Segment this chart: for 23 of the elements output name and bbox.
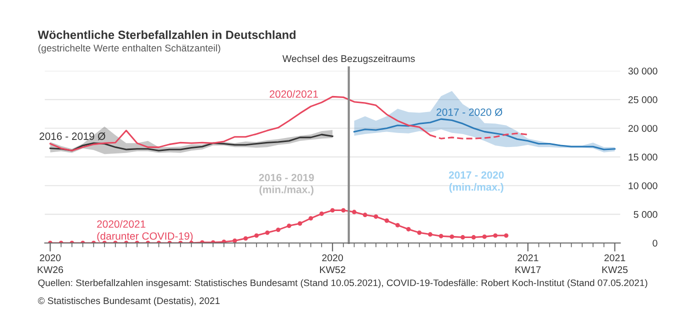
y-tick-label: 0 [652, 240, 658, 247]
y-tick-label: 25 000 [628, 96, 658, 104]
x-tick-label: 2021 KW17 [515, 254, 541, 274]
text: Wechsel des Bezugszeitraums [282, 54, 415, 64]
text: © Statistisches Bundesamt (Destatis), 2021 [38, 297, 220, 306]
y-tick-label: 10 000 [628, 182, 658, 190]
series-label: 2016 - 2019 Ø [40, 132, 106, 140]
source-note: Quellen: Sterbefallzahlen insgesamt: Statistisches Bundesamt (Stand 10.05.2021), COVID-19-Todesfälle: Robert Koch-Institut (Stand 07.05.2021) [38, 279, 648, 288]
y-tick-label: 5 000 [634, 211, 658, 218]
series-label: 2020/2021 (darunter COVID-19) [97, 220, 193, 242]
annotation: 2016 - 2019 (min./max.) [259, 174, 314, 196]
series-label: 2017 - 2020 Ø [436, 108, 502, 116]
x-tick-label: 2021 KW25 [602, 254, 628, 274]
line-series [353, 118, 616, 150]
x-tick-label: 2020 KW52 [320, 254, 346, 274]
annotation: 2017 - 2020 (min./max.) [448, 171, 504, 193]
y-tick-label: 15 000 [628, 154, 658, 161]
chart-title: Wöchentliche Sterbefallzahlen in Deutschland [38, 30, 296, 40]
series-label: 2020/2021 [270, 90, 318, 98]
chart-subtitle: (gestrichelte Werte enthalten Schätzanteil) [38, 44, 220, 54]
x-tick-label: 2020 KW26 [38, 254, 64, 274]
y-tick-label: 20 000 [628, 124, 658, 132]
y-tick-label: 30 000 [628, 68, 658, 74]
